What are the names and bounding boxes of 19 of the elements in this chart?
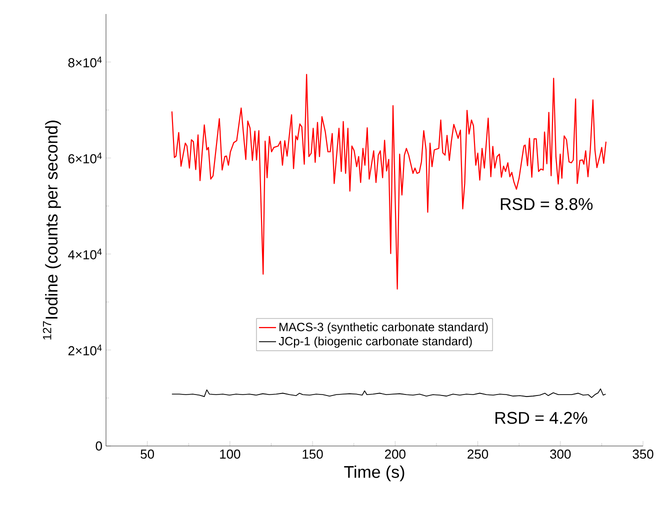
- legend-label: MACS-3 (synthetic carbonate standard): [280, 322, 488, 334]
- x-tick-label: 100: [220, 450, 240, 459]
- x-tick-label: 50: [140, 450, 154, 459]
- y-tick-label: 0: [96, 441, 102, 451]
- x-tick-label: 150: [302, 450, 323, 459]
- x-axis-title: Time (s): [344, 466, 404, 482]
- y-tick-label: 8×10$^{4}$: [68, 56, 102, 68]
- annotation: RSD = 8.8%: [500, 198, 593, 210]
- x-tick-label: 350: [632, 450, 654, 459]
- y-tick-label: 6×10$^{4}$: [68, 152, 102, 164]
- x-tick-label: 200: [385, 450, 406, 459]
- x-tick-label: 300: [550, 450, 571, 459]
- annotation: RSD = 4.2%: [496, 412, 588, 424]
- y-tick-label: 4×10$^{4}$: [68, 248, 102, 260]
- y-axis-title: $^{127}$Iodine (counts per second): [42, 120, 61, 340]
- line-series: [171, 74, 607, 290]
- x-tick-label: 250: [468, 450, 488, 459]
- legend-label: JCp-1 (biogenic carbonate standard): [278, 336, 472, 348]
- y-tick-label: 2×10$^{4}$: [68, 344, 102, 356]
